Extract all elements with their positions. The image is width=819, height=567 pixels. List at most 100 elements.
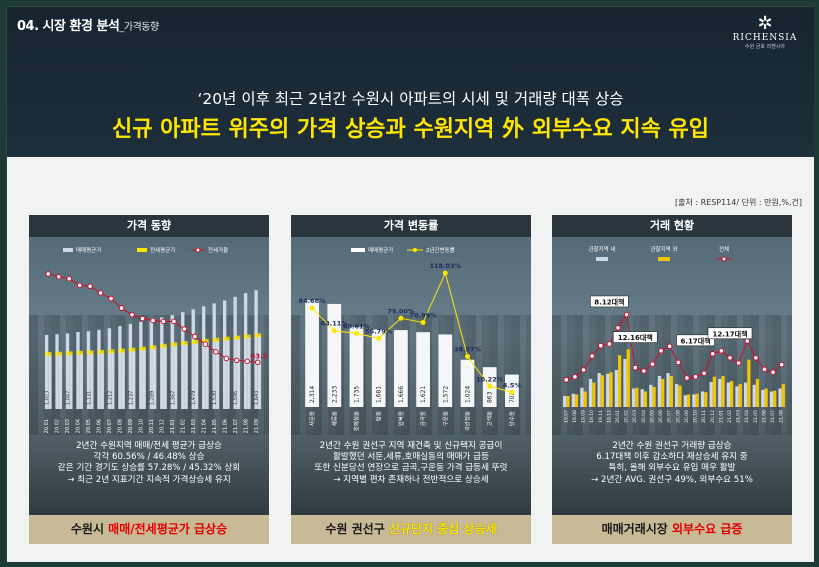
- tx-bar-outside: [574, 394, 579, 407]
- rate-marker: [108, 295, 114, 302]
- total-marker: [709, 350, 716, 357]
- price-bar-sale: [139, 321, 143, 409]
- jeonse-band: [170, 342, 178, 347]
- tx-bar-outside: [773, 390, 777, 407]
- total-marker: [761, 366, 768, 373]
- tx-bar-inside: [588, 378, 593, 407]
- panel-text-line: 6.17대책 이후 감소하다 재상승세 유지 중: [596, 452, 748, 463]
- legend-label: 관할지역 외: [650, 245, 677, 253]
- panel-text: 2년간 수원지역 매매/전세 평균가 급상승 각각 60.56% / 46.48…: [29, 441, 269, 486]
- x-tick-label: 21.06: [222, 419, 228, 433]
- tx-bar-outside: [652, 387, 656, 407]
- tx-bar-outside: [764, 388, 768, 407]
- panel-text-line: → 지역별 편차 존재하나 전반적으로 상승세: [333, 474, 489, 485]
- x-tick-label: 20.07: [107, 419, 113, 433]
- panel-banner: 수원 권선구 신규단지 중심 상승세: [291, 515, 531, 544]
- banner-highlight: 매매/전세평균가 급상승: [108, 522, 228, 536]
- rate-marker: [171, 318, 177, 325]
- section-label: 04. 시장 환경 분석_가격동향: [17, 15, 159, 34]
- change-bar: [349, 326, 364, 407]
- x-tick-label: 20.12: [159, 419, 165, 433]
- tx-bar-inside: [666, 372, 670, 407]
- price-bar-jeonse: [121, 351, 125, 409]
- panel-transactions: 거래 현황 관할지역 내 관할지역 외 전체 19.07 19.08 19.09 19.10…: [552, 215, 792, 515]
- x-tick-label: 20.05: [649, 410, 655, 423]
- x-tick-label: 세류동: [330, 411, 338, 426]
- change-bar: [460, 359, 475, 407]
- price-bar-jeonse: [236, 338, 241, 409]
- x-tick-label: 21.07: [770, 410, 776, 423]
- jeonse-band: [191, 340, 199, 344]
- total-marker: [753, 354, 759, 361]
- panel-text-line: → 2년간 AVG. 권선구 49%, 외부수요 51%: [591, 474, 753, 485]
- x-tick-label: 20.10: [139, 419, 145, 433]
- x-tick-label: 입북동: [397, 411, 405, 426]
- banner-highlight: 신규단지 중심 상승세: [388, 522, 497, 536]
- price-bar-jeonse: [163, 346, 167, 409]
- tx-bar-inside: [761, 389, 765, 407]
- price-bar-sale: [254, 290, 258, 409]
- jeonse-band: [44, 352, 52, 357]
- tx-bar-inside: [614, 370, 618, 407]
- total-marker: [615, 324, 621, 331]
- x-tick-label: 20.03: [632, 410, 638, 423]
- panel-text-line: 활발했던 서둔,세류,호매실동의 매매가 급등: [333, 452, 489, 463]
- x-tick-label: 20.10: [693, 410, 699, 423]
- change-bar: [327, 303, 342, 407]
- rate-marker: [354, 330, 359, 336]
- rate-value-label: 4.5%: [503, 381, 522, 389]
- x-tick-label: 19.09: [581, 410, 587, 423]
- total-marker: [770, 369, 776, 376]
- x-tick-label: 21.06: [761, 410, 767, 423]
- price-bar-sale: [191, 309, 195, 409]
- price-bar-jeonse: [79, 353, 84, 409]
- x-tick-label: 탑동: [375, 411, 383, 421]
- panel-text-line: 특히, 올해 외부수요 유입 매우 활발: [608, 463, 736, 474]
- x-tick-label: 20.01: [615, 410, 621, 423]
- price-bar-jeonse: [173, 345, 178, 409]
- jeonse-band: [118, 348, 125, 353]
- rate-marker: [244, 358, 251, 365]
- rate-marker: [87, 283, 93, 290]
- price-bar-sale: [128, 323, 133, 409]
- rate-value-label: 84.68%: [299, 297, 327, 305]
- price-bar-sale: [202, 306, 206, 409]
- rate-marker: [129, 311, 135, 318]
- x-tick-label: 20.08: [675, 410, 681, 423]
- tx-bar-inside: [606, 373, 610, 407]
- rate-marker: [420, 319, 426, 325]
- panel-text-line: 2년간 수원 권선구 지역 재건축 및 신규택지 공급이: [319, 441, 503, 451]
- price-bar-sale: [55, 334, 59, 409]
- x-tick-label: 21.09: [254, 419, 260, 433]
- jeonse-band: [149, 345, 157, 350]
- rate-marker: [331, 328, 337, 334]
- x-tick-label: 21.07: [233, 419, 239, 433]
- price-change-chart: 매매평균가 2년간변동률 2,314 서둔동 2,233 세류동 1,735 호매실동 1,68…: [299, 246, 522, 431]
- legend-swatch: [137, 248, 147, 252]
- total-marker: [580, 367, 587, 373]
- annotation-label: 6.17대책: [680, 336, 710, 345]
- tx-bar-outside: [592, 382, 596, 407]
- last-rate-label: 63.5: [250, 352, 267, 360]
- legend-marker: [195, 247, 201, 253]
- x-tick-label: 21.05: [212, 419, 218, 433]
- tx-bar-outside: [730, 381, 734, 407]
- legend-label: 전세평균가: [150, 246, 175, 254]
- bar-value-label: 703: [509, 391, 516, 403]
- price-bar-jeonse: [205, 341, 209, 409]
- section-name: 04. 시장 환경 분석: [17, 19, 120, 34]
- total-marker: [649, 361, 656, 367]
- tx-bar-inside: [709, 381, 713, 407]
- logo-tagline: 수원 금호 리첸시아: [745, 44, 785, 50]
- bar-value-label: 1,131: [86, 391, 92, 405]
- price-bar-jeonse: [257, 336, 262, 409]
- x-tick-label: 20.09: [128, 419, 134, 433]
- tx-bar-inside: [718, 378, 722, 407]
- legend-swatch: [351, 248, 365, 252]
- richensia-logo: ✲ RICHENSIA 수원 금호 리첸시아: [730, 15, 800, 51]
- price-bar-sale: [233, 296, 237, 409]
- rate-marker: [376, 335, 382, 341]
- total-marker: [684, 375, 690, 381]
- panel-text-line: 각각 60.56% / 46.48% 상승: [93, 452, 205, 463]
- bar-value-label: 1,596: [233, 391, 239, 405]
